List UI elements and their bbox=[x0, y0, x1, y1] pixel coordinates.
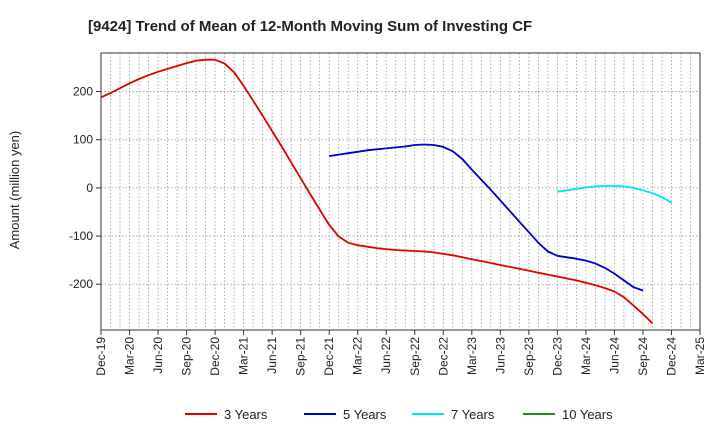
x-tick-label: Sep-22 bbox=[408, 337, 422, 376]
y-tick-label: 100 bbox=[73, 133, 93, 147]
grid-lines bbox=[101, 53, 700, 330]
x-tick-label: Dec-22 bbox=[436, 337, 450, 376]
legend-label-7-years: 7 Years bbox=[451, 407, 495, 422]
x-tick-label: Dec-23 bbox=[550, 337, 564, 376]
y-tick-label: 0 bbox=[86, 181, 93, 195]
x-tick-label: Dec-24 bbox=[664, 337, 678, 376]
x-tick-label: Mar-20 bbox=[123, 337, 137, 375]
y-tick-label: -100 bbox=[69, 229, 93, 243]
x-tick-label: Mar-21 bbox=[237, 337, 251, 375]
legend-label-10-years: 10 Years bbox=[562, 407, 613, 422]
chart-title: [9424] Trend of Mean of 12-Month Moving … bbox=[88, 18, 532, 35]
x-tick-label: Mar-25 bbox=[693, 337, 707, 375]
axis-ticks: -200 -100 0 100 200 Dec-19 Mar-20 Jun-20 Sep-20 D… bbox=[69, 85, 707, 376]
series-line-7-years bbox=[557, 185, 672, 204]
series-lines bbox=[100, 58, 672, 324]
legend: 3 Years 5 Years 7 Years 10 Years bbox=[185, 407, 613, 422]
y-tick-label: 200 bbox=[73, 85, 93, 99]
legend-label-5-years: 5 Years bbox=[343, 407, 387, 422]
series-line-5-years bbox=[329, 143, 644, 292]
x-tick-label: Jun-20 bbox=[151, 337, 165, 374]
x-tick-label: Mar-24 bbox=[579, 337, 593, 375]
y-axis-label: Amount (million yen) bbox=[7, 131, 22, 250]
x-tick-label: Sep-21 bbox=[294, 337, 308, 376]
x-tick-label: Jun-22 bbox=[379, 337, 393, 374]
legend-label-3-years: 3 Years bbox=[224, 407, 268, 422]
y-tick-label: -200 bbox=[69, 277, 93, 291]
x-tick-label: Dec-20 bbox=[208, 337, 222, 376]
plot-frame bbox=[100, 52, 701, 331]
x-tick-label: Dec-19 bbox=[94, 337, 108, 376]
x-tick-label: Mar-22 bbox=[351, 337, 365, 375]
x-tick-label: Jun-21 bbox=[265, 337, 279, 374]
x-tick-label: Dec-21 bbox=[322, 337, 336, 376]
x-tick-label: Mar-23 bbox=[465, 337, 479, 375]
series-line-3-years bbox=[100, 58, 654, 324]
x-tick-label: Jun-23 bbox=[493, 337, 507, 374]
x-tick-label: Jun-24 bbox=[607, 337, 621, 374]
x-tick-label: Sep-24 bbox=[636, 337, 650, 376]
x-tick-label: Sep-23 bbox=[522, 337, 536, 376]
x-tick-label: Sep-20 bbox=[180, 337, 194, 376]
